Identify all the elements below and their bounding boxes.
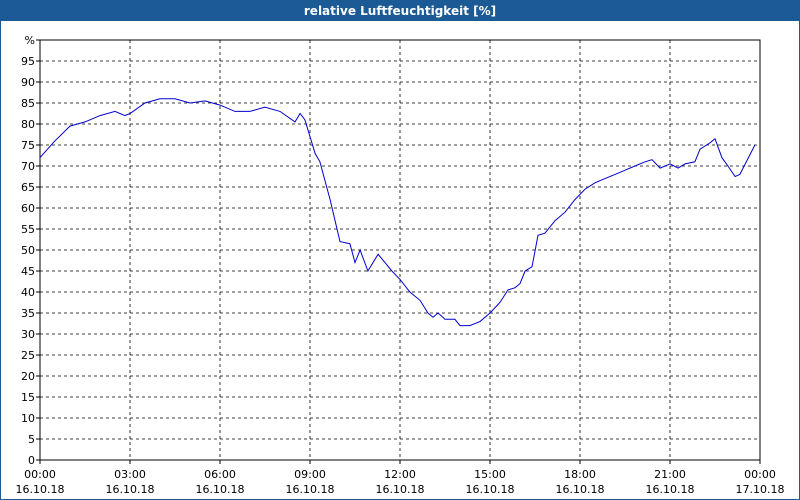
y-tick-label: 0 [28,454,35,467]
x-tick-label: 15:00 [474,468,506,481]
data-line [39,98,756,327]
x-tick-label: 06:00 [204,468,236,481]
y-tick-label: 35 [21,307,35,320]
x-tick-label: 16.10.18 [466,483,515,496]
y-tick-label: 45 [21,265,35,278]
y-tick-label: 40 [21,286,35,299]
y-tick-label: 25 [21,349,35,362]
x-tick-label: 12:00 [384,468,416,481]
y-tick-label: 15 [21,391,35,404]
x-tick-label: 00:00 [24,468,56,481]
y-tick-label: 50 [21,244,35,257]
y-tick-label: 20 [21,370,35,383]
x-tick-label: 16.10.18 [376,483,425,496]
y-tick-label: 95 [21,55,35,68]
y-tick-label: % [25,34,35,47]
y-tick-label: 65 [21,181,35,194]
plot-border [39,39,761,461]
y-tick-label: 85 [21,97,35,110]
x-tick-label: 16.10.18 [556,483,605,496]
x-tick-label: 17.10.18 [736,483,785,496]
chart-title: relative Luftfeuchtigkeit [%] [1,1,799,21]
y-tick-label: 60 [21,202,35,215]
y-tick-label: 90 [21,76,35,89]
x-tick-label: 16.10.18 [16,483,65,496]
x-tick-label: 16.10.18 [646,483,695,496]
y-tick-label: 75 [21,139,35,152]
x-tick-label: 18:00 [564,468,596,481]
x-tick-label: 21:00 [654,468,686,481]
x-tick-label: 16.10.18 [106,483,155,496]
y-tick-label: 55 [21,223,35,236]
y-tick-label: 10 [21,412,35,425]
y-tick-label: 5 [28,433,35,446]
x-tick-label: 09:00 [294,468,326,481]
y-tick-label: 30 [21,328,35,341]
x-tick-label: 16.10.18 [196,483,245,496]
x-tick-label: 03:00 [114,468,146,481]
y-tick-label: 80 [21,118,35,131]
x-tick-label: 16.10.18 [286,483,335,496]
x-tick-label: 00:00 [744,468,776,481]
y-tick-label: 70 [21,160,35,173]
